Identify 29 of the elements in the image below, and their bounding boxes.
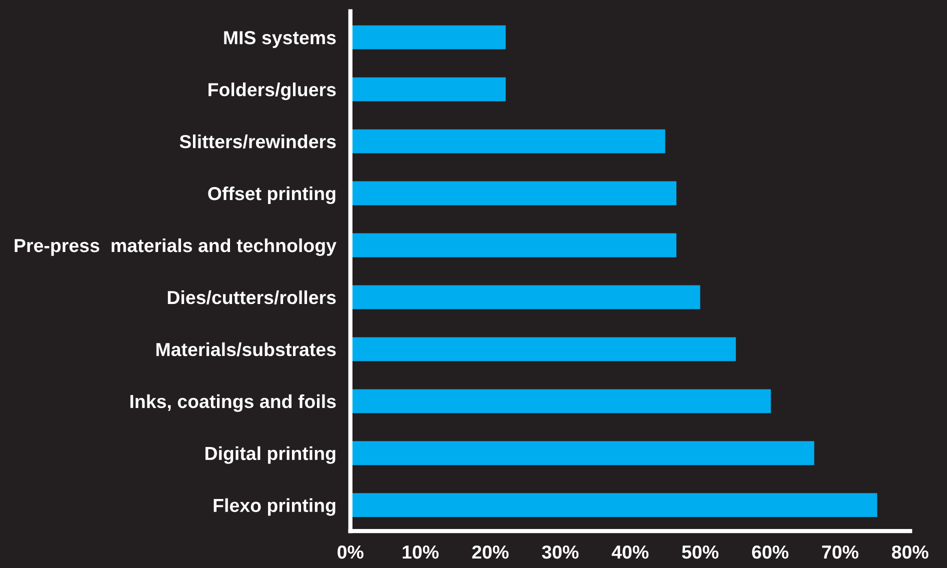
x-tick-label: 10% bbox=[402, 545, 439, 559]
y-tick-label: Digital printing bbox=[205, 446, 336, 464]
bar bbox=[350, 285, 700, 310]
y-tick-label: Flexo printing bbox=[214, 498, 336, 516]
x-tick-label: 20% bbox=[472, 545, 509, 559]
x-tick-label: 40% bbox=[612, 545, 648, 559]
y-tick-label: Inks, coatings and foils bbox=[130, 394, 336, 412]
bar bbox=[350, 233, 676, 258]
y-tick-label: Dies/cutters/rollers bbox=[168, 290, 336, 304]
y-tick-label: Pre-press materials and technology bbox=[14, 238, 336, 256]
bar bbox=[350, 25, 506, 50]
x-tick-label: 60% bbox=[752, 545, 788, 559]
bar bbox=[350, 129, 666, 154]
bar bbox=[350, 441, 814, 466]
y-tick-label: Folders/gluers bbox=[208, 82, 336, 100]
bar bbox=[350, 77, 506, 102]
y-tick-label: MIS systems bbox=[224, 31, 336, 48]
bar bbox=[350, 181, 676, 206]
bar bbox=[350, 493, 878, 518]
x-tick-label: 0% bbox=[338, 545, 364, 559]
y-tick-label: Offset printing bbox=[208, 186, 336, 204]
x-tick-label: 80% bbox=[892, 545, 928, 559]
y-tick-label: Slitters/rewinders bbox=[180, 134, 336, 148]
x-tick-label: 30% bbox=[542, 545, 579, 559]
x-tick-label: 50% bbox=[682, 545, 718, 559]
y-tick-label: Materials/substrates bbox=[156, 342, 336, 356]
bar bbox=[350, 337, 736, 362]
bar bbox=[350, 389, 771, 414]
x-tick-label: 70% bbox=[822, 545, 858, 559]
